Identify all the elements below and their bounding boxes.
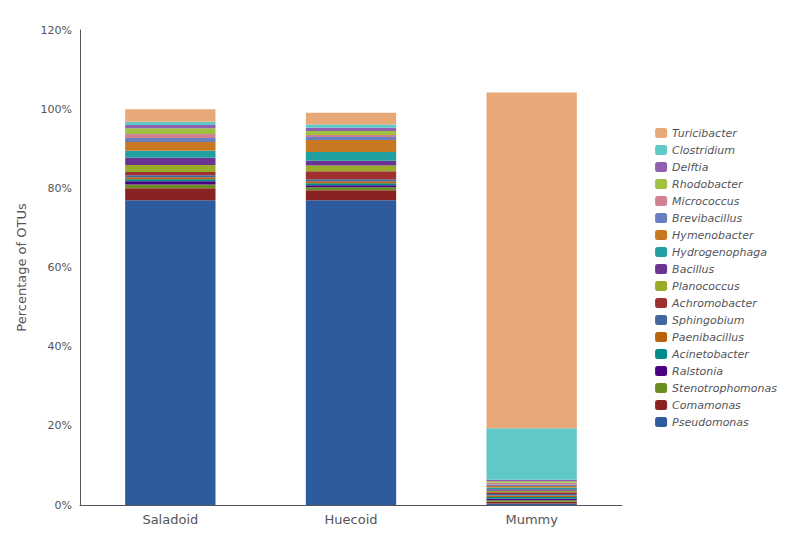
svg-text:Hydrogenophaga: Hydrogenophaga [672,246,767,259]
svg-text:Rhodobacter: Rhodobacter [672,178,744,191]
svg-text:Pseudomonas: Pseudomonas [672,416,749,429]
svg-text:Turicibacter: Turicibacter [672,127,738,140]
svg-text:Stenotrophomonas: Stenotrophomonas [672,382,777,395]
svg-text:Mummy: Mummy [505,512,558,527]
svg-text:Acinetobacter: Acinetobacter [671,348,750,361]
svg-text:Sphingobium: Sphingobium [672,314,744,327]
svg-text:100%: 100% [41,103,72,116]
svg-text:0%: 0% [55,499,72,512]
svg-text:Delftia: Delftia [672,161,709,174]
svg-text:Percentage of OTUs: Percentage of OTUs [14,203,29,332]
svg-text:Hymenobacter: Hymenobacter [672,229,755,242]
svg-text:Comamonas: Comamonas [672,399,741,412]
svg-text:40%: 40% [48,340,72,353]
svg-text:Micrococcus: Micrococcus [672,195,740,208]
svg-text:120%: 120% [41,24,72,37]
svg-text:Huecoid: Huecoid [325,512,378,527]
svg-text:20%: 20% [48,419,72,432]
svg-text:80%: 80% [48,182,72,195]
svg-text:Achromobacter: Achromobacter [671,297,758,310]
svg-text:Planococcus: Planococcus [672,280,740,293]
svg-text:Bacillus: Bacillus [672,263,714,276]
svg-text:Clostridium: Clostridium [672,144,735,157]
svg-text:Paenibacillus: Paenibacillus [672,331,744,344]
svg-text:Ralstonia: Ralstonia [672,365,723,378]
svg-text:60%: 60% [48,261,72,274]
svg-text:Saladoid: Saladoid [142,512,198,527]
svg-text:Brevibacillus: Brevibacillus [672,212,742,225]
